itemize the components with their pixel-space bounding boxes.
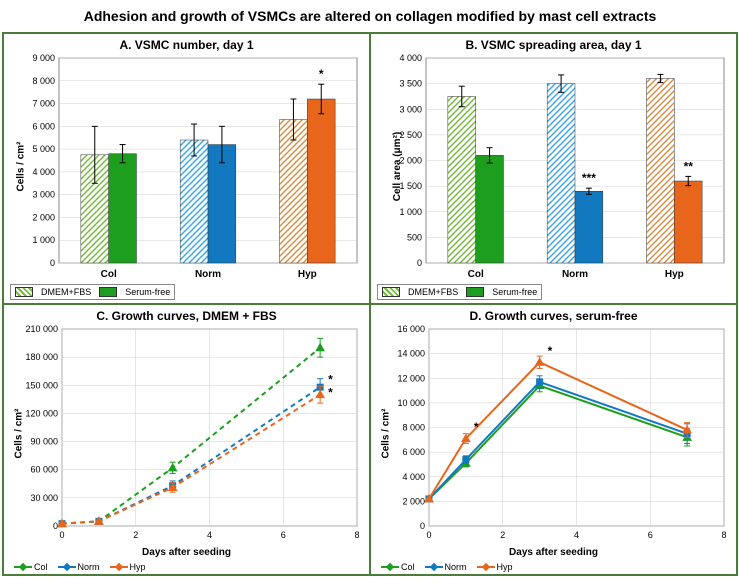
svg-text:4: 4: [574, 530, 579, 540]
svg-text:5 000: 5 000: [32, 144, 55, 154]
svg-text:*: *: [319, 67, 324, 81]
svg-text:***: ***: [582, 171, 596, 185]
svg-text:3 000: 3 000: [32, 190, 55, 200]
svg-text:**: **: [684, 159, 694, 173]
svg-text:90 000: 90 000: [30, 437, 58, 447]
svg-text:4 000: 4 000: [402, 472, 425, 482]
svg-text:6 000: 6 000: [32, 121, 55, 131]
svg-text:*: *: [328, 372, 333, 386]
svg-text:4 000: 4 000: [399, 53, 422, 63]
svg-text:6: 6: [281, 530, 286, 540]
svg-text:1 000: 1 000: [32, 235, 55, 245]
svg-text:60 000: 60 000: [30, 465, 58, 475]
svg-text:0: 0: [53, 521, 58, 531]
svg-text:16 000: 16 000: [397, 324, 425, 334]
svg-text:10 000: 10 000: [397, 398, 425, 408]
svg-text:2 000: 2 000: [402, 496, 425, 506]
svg-text:*: *: [548, 344, 553, 358]
svg-text:1 500: 1 500: [399, 181, 422, 191]
panel-d: D. Growth curves, serum-freeCells / cm²D…: [370, 304, 737, 575]
svg-text:180 000: 180 000: [25, 352, 58, 362]
legend-label: Serum-free: [125, 287, 170, 297]
line-legend: Col Norm Hyp: [381, 562, 513, 572]
svg-text:7 000: 7 000: [32, 99, 55, 109]
panel-b: B. VSMC spreading area, day 1Cell area (…: [370, 33, 737, 304]
svg-text:500: 500: [407, 232, 422, 242]
svg-text:*: *: [328, 386, 333, 400]
legend-label: DMEM+FBS: [408, 287, 458, 297]
legend-label: Hyp: [497, 562, 513, 572]
svg-text:0: 0: [417, 258, 422, 268]
svg-text:2 500: 2 500: [399, 130, 422, 140]
svg-text:8 000: 8 000: [402, 423, 425, 433]
svg-text:4 000: 4 000: [32, 167, 55, 177]
svg-text:2 000: 2 000: [399, 156, 422, 166]
svg-text:1 000: 1 000: [399, 207, 422, 217]
legend-label: Serum-free: [492, 287, 537, 297]
legend-label: Norm: [445, 562, 467, 572]
svg-text:2 000: 2 000: [32, 212, 55, 222]
bar-legend: DMEM+FBS Serum-free: [377, 284, 542, 300]
line-legend: Col Norm Hyp: [14, 562, 146, 572]
chart-grid: A. VSMC number, day 1Cells / cm²01 0002 …: [2, 32, 738, 576]
svg-text:120 000: 120 000: [25, 408, 58, 418]
svg-text:8 000: 8 000: [32, 76, 55, 86]
svg-text:0: 0: [59, 530, 64, 540]
svg-text:2: 2: [133, 530, 138, 540]
legend-label: DMEM+FBS: [41, 287, 91, 297]
panel-c: C. Growth curves, DMEM + FBSCells / cm²D…: [3, 304, 370, 575]
svg-text:*: *: [474, 420, 479, 434]
svg-text:12 000: 12 000: [397, 373, 425, 383]
legend-label: Norm: [78, 562, 100, 572]
svg-text:Col: Col: [101, 269, 117, 280]
panel-a: A. VSMC number, day 1Cells / cm²01 0002 …: [3, 33, 370, 304]
svg-text:3 500: 3 500: [399, 79, 422, 89]
svg-text:30 000: 30 000: [30, 493, 58, 503]
legend-label: Hyp: [130, 562, 146, 572]
svg-text:6 000: 6 000: [402, 447, 425, 457]
svg-text:Norm: Norm: [562, 269, 588, 280]
bar-legend: DMEM+FBS Serum-free: [10, 284, 175, 300]
svg-text:9 000: 9 000: [32, 53, 55, 63]
svg-text:150 000: 150 000: [25, 380, 58, 390]
svg-text:8: 8: [354, 530, 359, 540]
svg-text:6: 6: [648, 530, 653, 540]
svg-text:2: 2: [500, 530, 505, 540]
svg-text:3 000: 3 000: [399, 104, 422, 114]
svg-text:0: 0: [420, 521, 425, 531]
main-title: Adhesion and growth of VSMCs are altered…: [0, 0, 740, 32]
svg-text:0: 0: [426, 530, 431, 540]
svg-text:4: 4: [207, 530, 212, 540]
legend-label: Col: [401, 562, 415, 572]
legend-label: Col: [34, 562, 48, 572]
svg-text:210 000: 210 000: [25, 324, 58, 334]
svg-text:14 000: 14 000: [397, 349, 425, 359]
svg-text:Norm: Norm: [195, 269, 221, 280]
svg-text:Hyp: Hyp: [665, 269, 684, 280]
svg-text:8: 8: [721, 530, 726, 540]
svg-text:Hyp: Hyp: [298, 269, 317, 280]
svg-text:Col: Col: [468, 269, 484, 280]
svg-text:0: 0: [50, 258, 55, 268]
